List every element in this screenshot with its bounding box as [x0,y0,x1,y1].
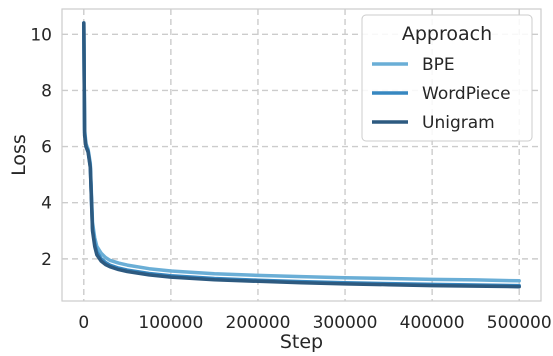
x-tick-label: 0 [78,313,89,333]
series-line-unigram [82,21,521,289]
x-tick-label: 300000 [313,313,378,333]
y-tick-label: 6 [41,138,52,158]
x-tick-label: 400000 [400,313,465,333]
y-axis-label: Loss [8,134,30,176]
legend-items: BPE WordPiece Unigram [372,55,511,133]
legend-title: Approach [402,23,492,45]
x-axis-label: Step [280,331,323,353]
x-axis-ticks: 0 100000 200000 300000 400000 500000 [78,313,551,333]
x-tick-label: 100000 [138,313,203,333]
plot-frame [61,8,542,302]
series-lines [82,21,521,289]
x-tick-label: 500000 [487,313,552,333]
y-tick-label: 2 [41,250,52,270]
legend-box [361,14,533,142]
y-axis-ticks: 2 4 6 8 10 [30,25,52,270]
y-tick-label: 8 [41,81,52,101]
y-tick-label: 10 [30,25,52,45]
legend-label-wordpiece: WordPiece [422,84,511,104]
grid [62,9,541,301]
x-tick-label: 200000 [226,313,291,333]
legend-label-bpe: BPE [422,55,455,75]
legend-label-unigram: Unigram [422,113,495,133]
legend: Approach BPE WordPiece Unigram [361,14,533,142]
y-tick-label: 4 [41,194,52,214]
